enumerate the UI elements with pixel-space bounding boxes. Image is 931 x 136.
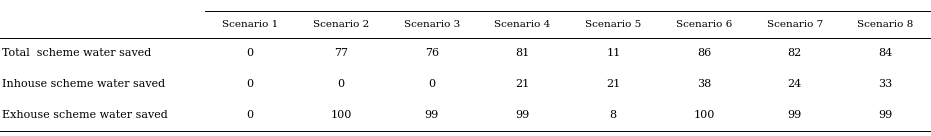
Text: Scenario 3: Scenario 3 (404, 20, 460, 29)
Text: Scenario 2: Scenario 2 (313, 20, 369, 29)
Text: 86: 86 (697, 49, 711, 58)
Text: Scenario 4: Scenario 4 (494, 20, 550, 29)
Text: 99: 99 (516, 110, 530, 120)
Text: 81: 81 (516, 49, 530, 58)
Text: 38: 38 (697, 79, 711, 89)
Text: Exhouse scheme water saved: Exhouse scheme water saved (2, 110, 168, 120)
Text: 21: 21 (606, 79, 620, 89)
Text: 33: 33 (879, 79, 893, 89)
Text: 99: 99 (788, 110, 802, 120)
Text: Scenario 7: Scenario 7 (767, 20, 823, 29)
Text: Scenario 1: Scenario 1 (223, 20, 278, 29)
Text: 82: 82 (788, 49, 802, 58)
Text: Inhouse scheme water saved: Inhouse scheme water saved (2, 79, 165, 89)
Text: 0: 0 (247, 79, 254, 89)
Text: 8: 8 (610, 110, 617, 120)
Text: Scenario 8: Scenario 8 (857, 20, 913, 29)
Text: 99: 99 (879, 110, 893, 120)
Text: 0: 0 (247, 110, 254, 120)
Text: 100: 100 (331, 110, 352, 120)
Text: 0: 0 (428, 79, 436, 89)
Text: 0: 0 (337, 79, 344, 89)
Text: 11: 11 (606, 49, 620, 58)
Text: Scenario 6: Scenario 6 (676, 20, 732, 29)
Text: Scenario 5: Scenario 5 (586, 20, 641, 29)
Text: 100: 100 (694, 110, 715, 120)
Text: 0: 0 (247, 49, 254, 58)
Text: 21: 21 (516, 79, 530, 89)
Text: 24: 24 (788, 79, 802, 89)
Text: 84: 84 (879, 49, 893, 58)
Text: 99: 99 (425, 110, 439, 120)
Text: 77: 77 (334, 49, 348, 58)
Text: 76: 76 (425, 49, 439, 58)
Text: Total  scheme water saved: Total scheme water saved (2, 49, 151, 58)
